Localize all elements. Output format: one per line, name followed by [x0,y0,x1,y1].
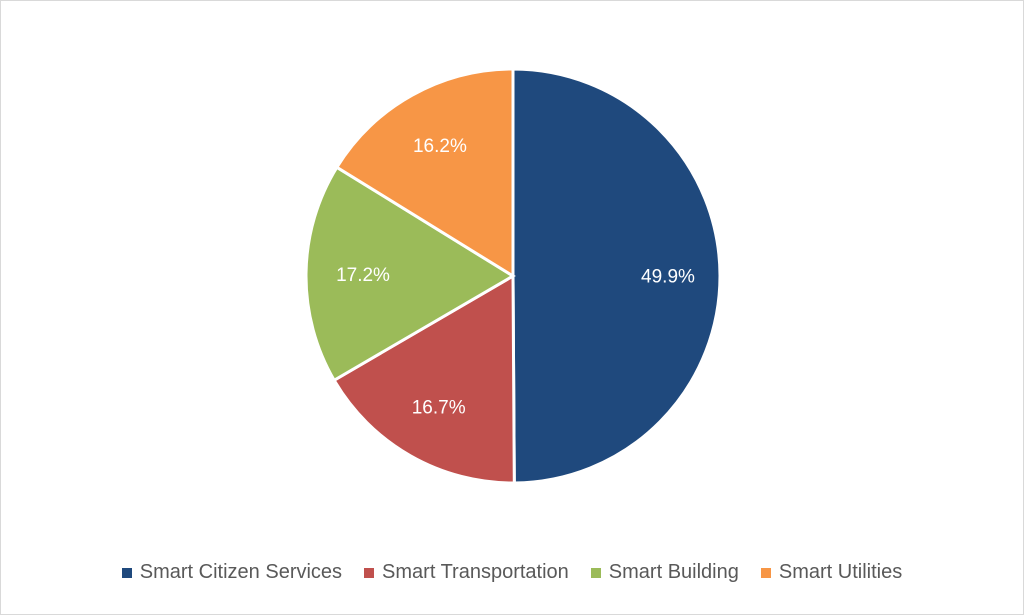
legend-swatch [760,567,771,578]
data-label: 49.9% [641,267,695,288]
pie-slice-smart-citizen-services [511,67,722,485]
legend: Smart Citizen Services Smart Transportat… [1,561,1023,584]
legend-item-smart-transportation: Smart Transportation [364,561,569,584]
legend-label: Smart Building [608,561,739,583]
legend-item-smart-citizen-services: Smart Citizen Services [121,561,343,584]
data-label: 16.7% [412,397,466,418]
pie-slice-smart-utilities [334,67,515,279]
legend-item-smart-building: Smart Building [590,561,739,584]
legend-label: Smart Utilities [778,561,903,583]
legend-swatch [590,567,601,578]
pie-slice-smart-transportation [332,273,516,485]
pie-slice-smart-building [304,165,516,383]
legend-label: Smart Transportation [382,561,569,583]
legend-label: Smart Citizen Services [139,561,343,583]
legend-item-smart-utilities: Smart Utilities [760,561,903,584]
legend-swatch [121,567,132,578]
legend-swatch [364,567,375,578]
data-label: 17.2% [336,265,390,286]
data-label: 16.2% [413,136,467,157]
